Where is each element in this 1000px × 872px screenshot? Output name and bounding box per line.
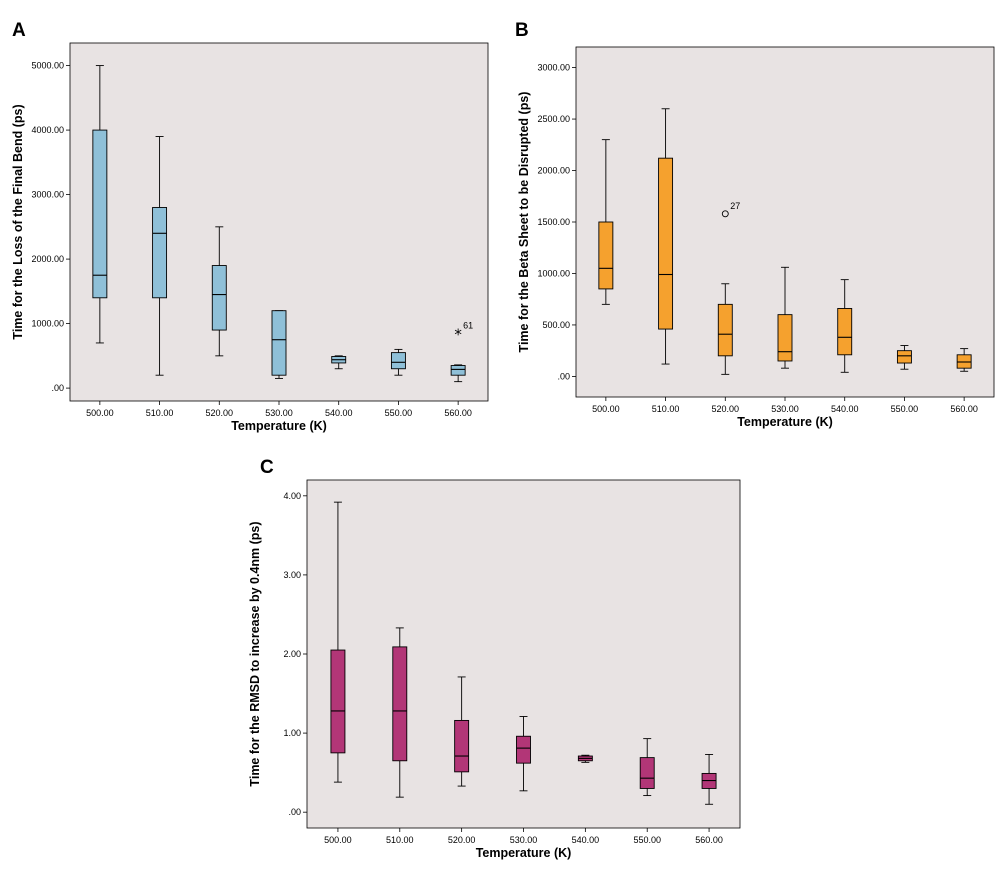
iqr-box — [152, 207, 168, 299]
outlier-star: * — [454, 325, 462, 343]
box-530.00 — [271, 310, 287, 379]
y-tick-label: 4000.00 — [31, 125, 64, 135]
iqr-box — [330, 649, 346, 754]
box-530.00 — [516, 716, 531, 792]
x-tick-label: 500.00 — [324, 835, 352, 845]
x-tick-label: 500.00 — [86, 408, 114, 418]
y-tick-label: 2.00 — [283, 649, 301, 659]
x-tick-label: 520.00 — [206, 408, 234, 418]
panel-label: C — [260, 457, 274, 478]
x-tick-label: 510.00 — [652, 404, 680, 414]
box-520.00 — [717, 283, 733, 375]
y-tick-label: 2000.00 — [537, 166, 570, 176]
box-500.00 — [598, 139, 614, 305]
iqr-box — [717, 303, 733, 357]
iqr-box — [392, 646, 408, 762]
iqr-box — [92, 129, 108, 299]
y-tick-label: 2000.00 — [31, 254, 64, 264]
x-axis-title: Temperature (K) — [231, 419, 327, 433]
outlier-label: 61 — [463, 320, 473, 330]
box-560.00 — [701, 753, 717, 805]
box-510.00 — [658, 108, 674, 365]
box-540.00 — [331, 355, 347, 370]
x-tick-label: 530.00 — [265, 408, 293, 418]
x-axis-title: Temperature (K) — [737, 415, 833, 429]
outlier-label: 27 — [730, 201, 740, 211]
box-560.00 — [956, 348, 972, 372]
x-tick-label: 530.00 — [510, 835, 538, 845]
box-560.00 — [450, 364, 466, 383]
panel-a: A .00 1000.00 2000.00 3000.00 4000.00 5000.00 5… — [11, 20, 489, 433]
iqr-box — [390, 352, 406, 370]
outlier-circle — [721, 210, 729, 218]
box-550.00 — [390, 348, 406, 376]
box-540.00 — [837, 279, 853, 373]
x-tick-label: 550.00 — [891, 404, 919, 414]
iqr-box — [454, 719, 470, 773]
box-530.00 — [777, 266, 793, 369]
y-tick-label: 1.00 — [283, 728, 301, 738]
y-tick-label: 3000.00 — [537, 63, 570, 73]
box-520.00 — [454, 676, 470, 787]
y-tick-label: 1500.00 — [537, 217, 570, 227]
iqr-box — [271, 310, 287, 376]
iqr-box — [777, 314, 793, 362]
panel-b: B .00 500.00 1000.00 1500.00 2000.00 2500.00 30… — [515, 20, 995, 429]
x-tick-label: 560.00 — [444, 408, 472, 418]
box-520.00 — [211, 226, 227, 357]
y-tick-label: 4.00 — [283, 491, 301, 501]
y-tick-label: 3.00 — [283, 570, 301, 580]
panel-c: C .00 1.00 2.00 3.00 4.00 500.00 510.00 520.00 53… — [248, 457, 741, 860]
x-tick-label: 560.00 — [695, 835, 723, 845]
box-510.00 — [152, 136, 168, 376]
x-axis-title: Temperature (K) — [476, 846, 572, 860]
x-tick-label: 510.00 — [146, 408, 174, 418]
box-510.00 — [392, 627, 408, 798]
iqr-box — [516, 735, 531, 764]
x-tick-label: 540.00 — [325, 408, 353, 418]
x-tick-label: 550.00 — [385, 408, 413, 418]
x-tick-label: 520.00 — [448, 835, 476, 845]
iqr-box — [450, 365, 466, 376]
panel-label: B — [515, 20, 529, 41]
x-tick-label: 550.00 — [633, 835, 661, 845]
y-axis-title: Time for the RMSD to increase by 0.4nm (… — [248, 521, 262, 786]
iqr-box — [896, 350, 912, 364]
y-tick-label: .00 — [51, 383, 64, 393]
x-tick-label: 560.00 — [950, 404, 978, 414]
y-tick-label: 3000.00 — [31, 190, 64, 200]
y-tick-label: .00 — [288, 807, 301, 817]
y-tick-label: 5000.00 — [31, 61, 64, 71]
x-tick-label: 540.00 — [572, 835, 600, 845]
iqr-box — [837, 308, 853, 356]
iqr-box — [658, 157, 674, 330]
y-axis-title: Time for the Beta Sheet to be Disrupted … — [517, 92, 531, 353]
x-tick-label: 500.00 — [592, 404, 620, 414]
x-tick-label: 520.00 — [712, 404, 740, 414]
box-550.00 — [639, 738, 655, 797]
y-tick-label: 1000.00 — [537, 268, 570, 278]
y-tick-label: 500.00 — [542, 320, 570, 330]
iqr-box — [211, 265, 227, 331]
x-tick-label: 530.00 — [771, 404, 799, 414]
box-540.00 — [577, 754, 593, 763]
y-tick-label: 2500.00 — [537, 114, 570, 124]
box-550.00 — [896, 345, 912, 370]
iqr-box — [598, 221, 614, 290]
panel-label: A — [12, 20, 26, 41]
x-tick-label: 540.00 — [831, 404, 859, 414]
box-500.00 — [92, 65, 108, 344]
x-tick-label: 510.00 — [386, 835, 414, 845]
y-tick-label: .00 — [557, 371, 570, 381]
iqr-box — [639, 757, 655, 789]
y-axis-title: Time for the Loss of the Final Bend (ps) — [11, 104, 25, 339]
y-tick-label: 1000.00 — [31, 319, 64, 329]
box-500.00 — [330, 501, 346, 783]
